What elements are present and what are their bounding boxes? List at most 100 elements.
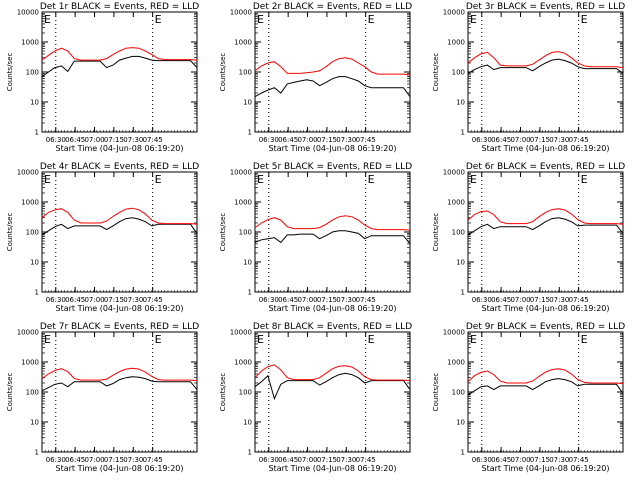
panel-5: Det 5r BLACK = Events, RED = LLD 1 10 100 10… — [219, 162, 412, 313]
x-tick-label: 06:30 — [259, 136, 279, 144]
y-tick-label: 10 — [243, 259, 252, 267]
y-tick-label: 100 — [26, 389, 39, 397]
y-tick-label: 10 — [456, 99, 465, 107]
event-marker-label: E — [44, 13, 51, 26]
panel-title: Det 3r BLACK = Events, RED = LLD — [466, 2, 625, 12]
panel-7: Det 7r BLACK = Events, RED = LLD 1 10 100 10… — [6, 322, 199, 473]
y-axis-label: Counts/sec — [432, 53, 440, 92]
x-tick-label: 07:00 — [297, 136, 317, 144]
x-tick-label: 07:00 — [297, 296, 317, 304]
panel-6: Det 6r BLACK = Events, RED = LLD 1 10 100 10… — [432, 162, 625, 313]
series-lld — [254, 215, 411, 231]
panel-title: Det 1r BLACK = Events, RED = LLD — [40, 2, 199, 12]
y-axis-label: Counts/sec — [219, 53, 227, 92]
event-marker-label: E — [470, 13, 477, 26]
series-events — [254, 76, 411, 98]
x-tick-label: 06:30 — [472, 296, 492, 304]
x-tick-label: 06:45 — [278, 296, 298, 304]
y-tick-label: 10000 — [17, 169, 39, 177]
event-marker-label: E — [257, 333, 264, 346]
x-axis-label: Start Time (04-Jun-08 06:19:20) — [482, 144, 610, 153]
x-tick-label: 07:15 — [530, 456, 550, 464]
event-marker-label: E — [581, 333, 588, 346]
event-marker-label: E — [368, 333, 375, 346]
x-tick-label: 07:15 — [317, 296, 337, 304]
y-axis-label: Counts/sec — [6, 213, 14, 252]
x-tick-label: 07:00 — [510, 136, 530, 144]
x-axis-label: Start Time (04-Jun-08 06:19:20) — [269, 464, 397, 473]
event-marker-label: E — [581, 13, 588, 26]
panel-3: Det 3r BLACK = Events, RED = LLD 1 10 100 10… — [432, 2, 625, 153]
series-lld — [254, 364, 411, 382]
y-axis-label: Counts/sec — [432, 373, 440, 412]
x-tick-label: 06:45 — [491, 136, 511, 144]
x-tick-label: 07:30 — [123, 296, 143, 304]
x-tick-label: 07:45 — [356, 136, 376, 144]
event-marker-label: E — [470, 333, 477, 346]
panel-title: Det 5r BLACK = Events, RED = LLD — [253, 162, 412, 172]
panel-title: Det 8r BLACK = Events, RED = LLD — [253, 322, 412, 332]
x-tick-label: 07:45 — [569, 456, 589, 464]
event-marker-label: E — [44, 333, 51, 346]
y-tick-label: 100 — [239, 389, 252, 397]
series-lld — [254, 57, 411, 76]
x-tick-label: 06:30 — [472, 136, 492, 144]
x-tick-label: 07:00 — [84, 136, 104, 144]
event-marker-label: E — [155, 173, 162, 186]
x-tick-label: 07:30 — [336, 296, 356, 304]
series-events — [41, 376, 198, 392]
x-axis-label: Start Time (04-Jun-08 06:19:20) — [482, 304, 610, 313]
y-tick-label: 10 — [30, 259, 39, 267]
x-tick-label: 06:30 — [259, 296, 279, 304]
y-tick-label: 1000 — [21, 359, 39, 367]
y-tick-label: 100 — [239, 229, 252, 237]
x-tick-label: 06:30 — [46, 136, 66, 144]
x-tick-label: 06:45 — [491, 456, 511, 464]
series-events — [467, 58, 624, 74]
y-tick-label: 10000 — [443, 329, 465, 337]
x-tick-label: 07:45 — [143, 136, 163, 144]
x-tick-label: 06:45 — [65, 136, 85, 144]
panel-8: Det 8r BLACK = Events, RED = LLD 1 10 100 10… — [219, 322, 412, 473]
x-tick-label: 07:45 — [356, 456, 376, 464]
y-axis-label: Counts/sec — [219, 373, 227, 412]
x-tick-label: 07:15 — [104, 456, 124, 464]
x-tick-label: 07:45 — [569, 136, 589, 144]
x-tick-label: 06:45 — [278, 456, 298, 464]
y-tick-label: 1 — [248, 449, 252, 457]
y-tick-label: 10 — [456, 419, 465, 427]
y-tick-label: 1 — [35, 449, 39, 457]
y-tick-label: 100 — [26, 229, 39, 237]
x-tick-label: 07:45 — [143, 296, 163, 304]
panel-title: Det 7r BLACK = Events, RED = LLD — [40, 322, 199, 332]
y-tick-label: 10000 — [230, 9, 252, 17]
y-tick-label: 1 — [35, 129, 39, 137]
x-tick-label: 06:30 — [46, 296, 66, 304]
y-tick-label: 1000 — [447, 359, 465, 367]
x-axis-label: Start Time (04-Jun-08 06:19:20) — [56, 144, 184, 153]
y-tick-label: 1 — [461, 129, 465, 137]
y-tick-label: 10000 — [230, 329, 252, 337]
panel-title: Det 4r BLACK = Events, RED = LLD — [40, 162, 199, 172]
x-tick-label: 07:00 — [297, 456, 317, 464]
x-axis-label: Start Time (04-Jun-08 06:19:20) — [56, 464, 184, 473]
panel-title: Det 9r BLACK = Events, RED = LLD — [466, 322, 625, 332]
series-events — [41, 217, 198, 236]
y-tick-label: 10 — [243, 99, 252, 107]
x-tick-label: 07:30 — [123, 456, 143, 464]
series-events — [41, 55, 198, 78]
series-events — [467, 217, 624, 236]
y-tick-label: 10000 — [17, 329, 39, 337]
series-lld — [467, 368, 624, 385]
event-marker-label: E — [368, 173, 375, 186]
y-tick-label: 1 — [248, 129, 252, 137]
series-lld — [467, 51, 624, 69]
y-tick-label: 10000 — [443, 9, 465, 17]
x-tick-label: 06:45 — [278, 136, 298, 144]
y-tick-label: 1 — [248, 289, 252, 297]
x-axis-label: Start Time (04-Jun-08 06:19:20) — [269, 304, 397, 313]
x-axis-label: Start Time (04-Jun-08 06:19:20) — [482, 464, 610, 473]
series-lld — [467, 208, 624, 225]
y-tick-label: 1000 — [234, 39, 252, 47]
